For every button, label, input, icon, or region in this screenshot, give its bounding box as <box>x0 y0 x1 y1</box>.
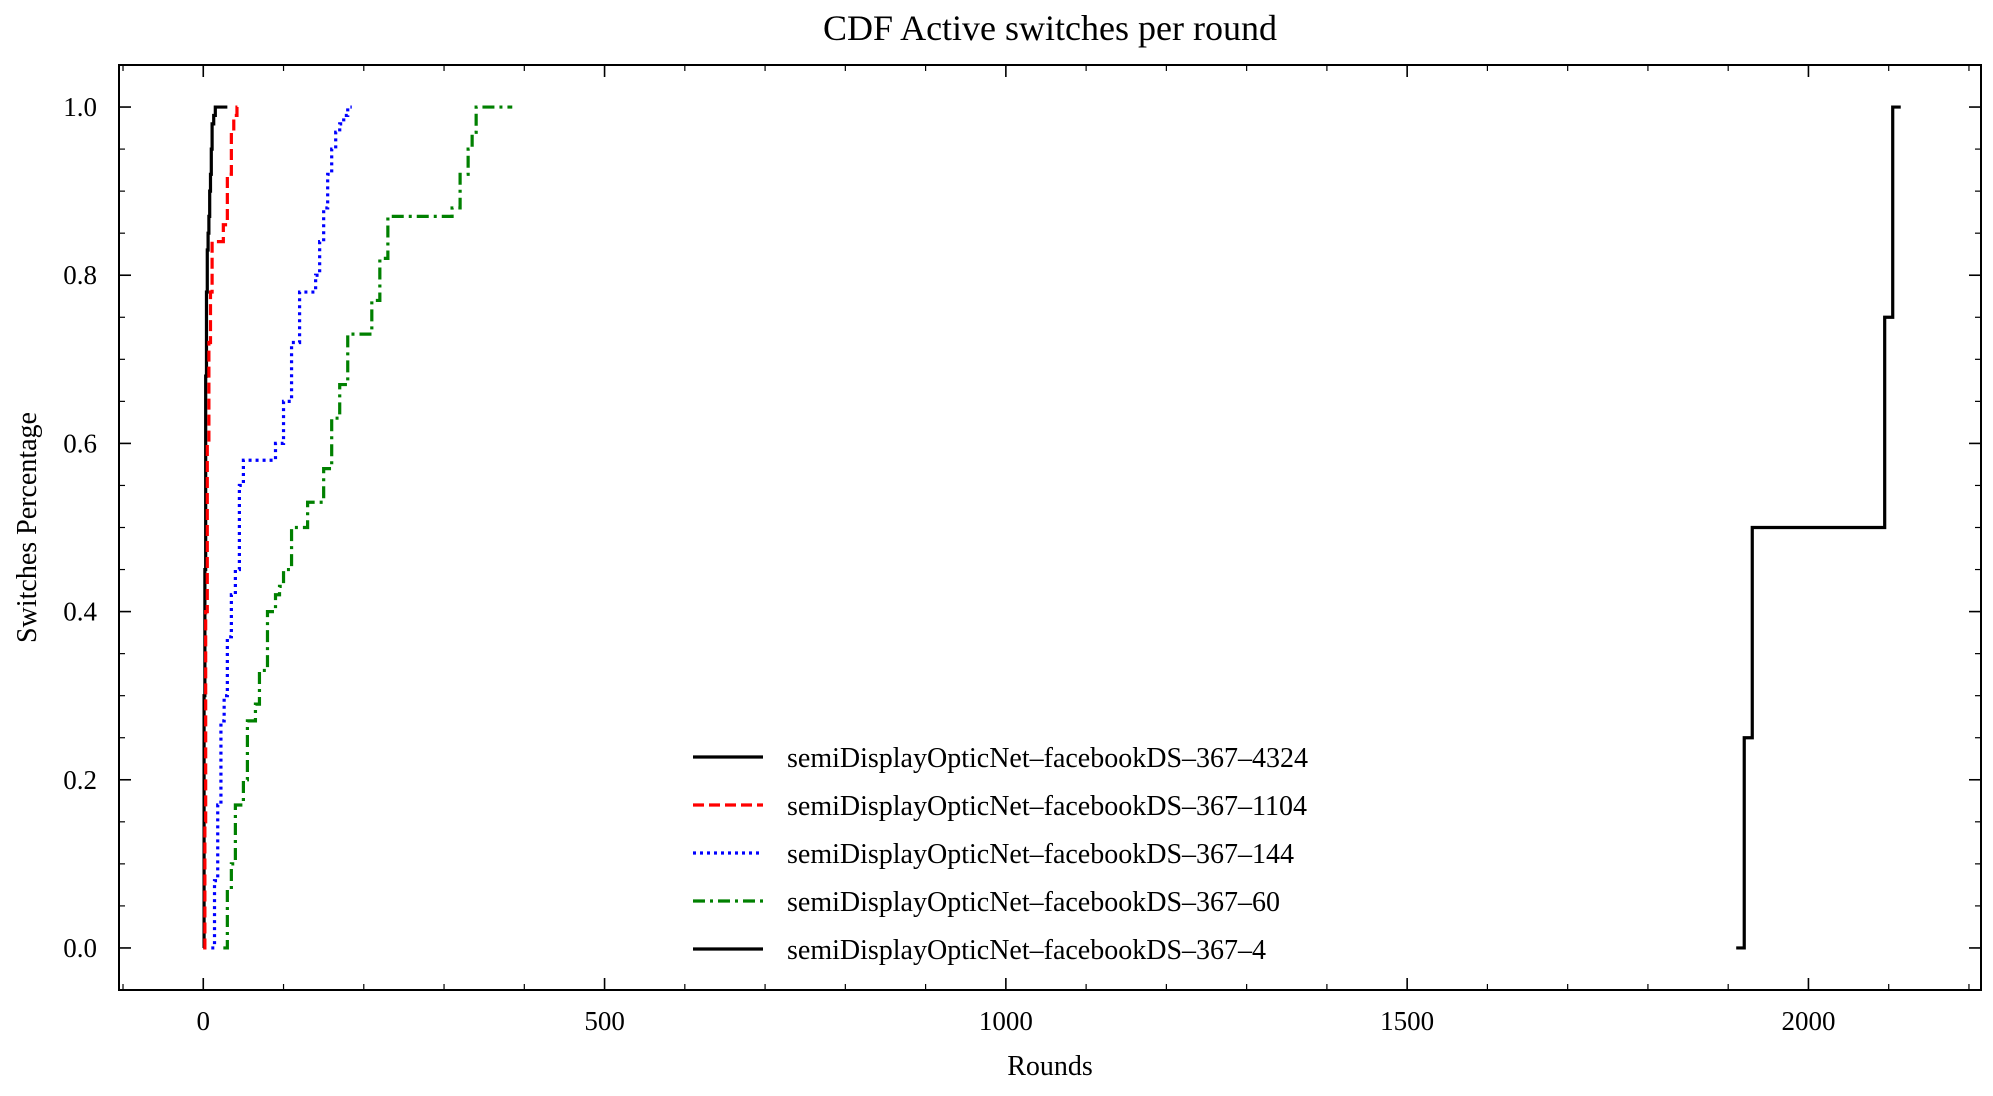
series-line-2 <box>203 105 241 950</box>
legend-label-4: semiDisplayOpticNet–facebookDS–367–60 <box>787 887 1280 918</box>
legend-label-1: semiDisplayOpticNet–facebookDS–367–4324 <box>787 743 1308 774</box>
series-line-4 <box>223 105 513 950</box>
x-tick-label: 1000 <box>979 1006 1033 1036</box>
x-axis-title: Rounds <box>1007 1051 1093 1082</box>
y-tick-label: 0.0 <box>63 933 97 963</box>
x-tick-label: 0 <box>197 1006 211 1036</box>
legend: semiDisplayOpticNet–facebookDS–367–4324 s… <box>693 743 1308 966</box>
y-tick-label: 0.2 <box>63 765 97 795</box>
x-tick-label: 500 <box>584 1006 625 1036</box>
legend-label-2: semiDisplayOpticNet–facebookDS–367–1104 <box>787 791 1307 822</box>
legend-label-5: semiDisplayOpticNet–facebookDS–367–4 <box>787 935 1266 966</box>
y-tick-label: 1.0 <box>63 92 97 122</box>
x-tick-label: 2000 <box>1781 1006 1835 1036</box>
y-tick-label: 0.8 <box>63 260 97 290</box>
series-line-1 <box>202 105 228 950</box>
legend-label-3: semiDisplayOpticNet–facebookDS–367–144 <box>787 839 1294 870</box>
axis-tick-labels: 0 500 1000 1500 2000 0.0 0.2 0.4 0.6 0.8 1.0 <box>63 92 1835 1036</box>
plot-area <box>202 105 1901 950</box>
series-line-3 <box>211 105 352 950</box>
chart-title: CDF Active switches per round <box>823 8 1277 48</box>
series-line-5 <box>1736 105 1901 950</box>
y-tick-label: 0.6 <box>63 428 97 458</box>
plot-frame <box>118 64 1982 991</box>
x-tick-label: 1500 <box>1380 1006 1434 1036</box>
y-tick-label: 0.4 <box>63 597 97 627</box>
y-axis-title: Switches Percentage <box>12 412 43 643</box>
